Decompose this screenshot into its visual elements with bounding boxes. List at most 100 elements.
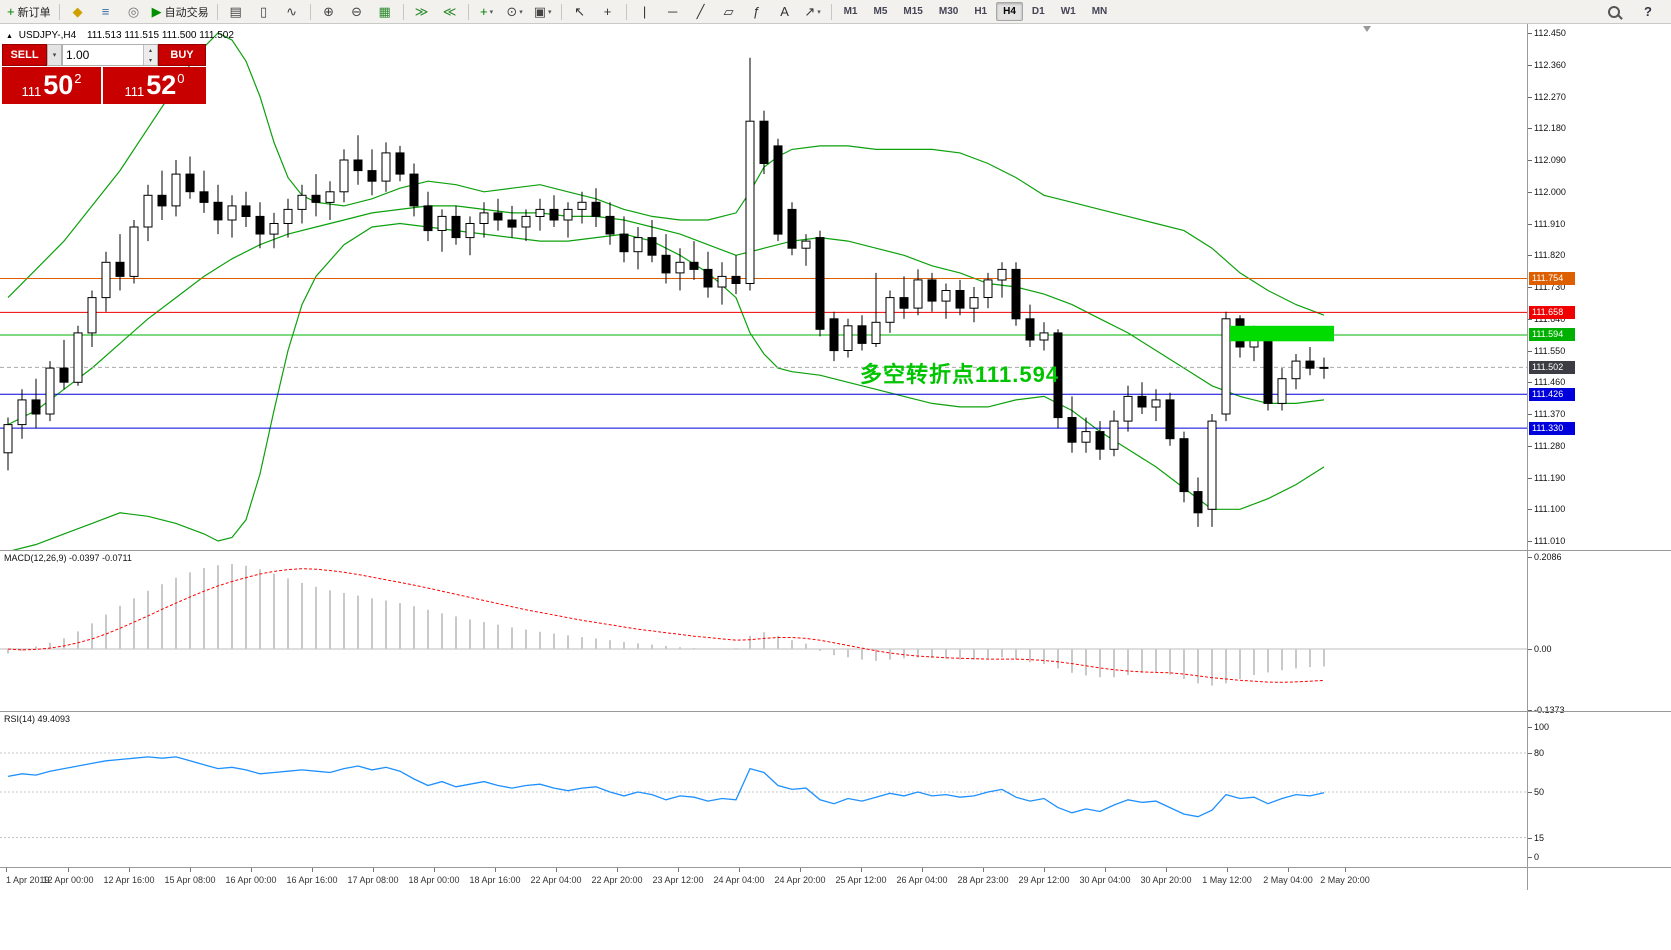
trendline-button[interactable]: ╱ [688, 1, 714, 23]
main-chart-canvas[interactable] [0, 24, 1527, 550]
price-axis[interactable]: 112.450 112.360 112.270 112.180 112.090 112.0… [1527, 24, 1671, 890]
zoom-in-button[interactable]: ⊕ [316, 1, 342, 23]
line-chart-button[interactable]: ∿ [279, 1, 305, 23]
new-order-button[interactable]: + 新订单 [4, 1, 54, 23]
macd-panel-canvas[interactable] [0, 551, 1527, 711]
arrows-button[interactable]: ↗ ▾ [800, 1, 826, 23]
axis-tick [1528, 509, 1532, 511]
zoom-out-icon: ⊖ [351, 4, 363, 19]
toolbar-separator [467, 3, 469, 20]
bollinger-middle-band [7, 205, 1325, 426]
axis-label: 111.010 [1534, 536, 1566, 546]
toolbar-separator [216, 3, 218, 20]
auto-scroll-button[interactable]: ≫ [409, 1, 435, 23]
time-label: 1 May 12:00 [1202, 875, 1252, 885]
chart-shift-button[interactable]: ≪ [437, 1, 463, 23]
toolbar-separator [625, 3, 627, 20]
channel-button[interactable]: ▱ [716, 1, 742, 23]
candlestick-chart-button[interactable]: ▯ [251, 1, 277, 23]
time-label: 15 Apr 08:00 [164, 875, 216, 885]
sell-price-button[interactable]: 111 50 2 [2, 67, 101, 104]
timeframe-m30-button[interactable]: M30 [938, 6, 959, 17]
buy-button[interactable]: BUY [158, 44, 206, 66]
buy-price-button[interactable]: 111 52 0 [103, 67, 206, 104]
turning-point-annotation: 多空转折点111.594 [860, 362, 1060, 387]
timeframe-h4-button[interactable]: H4 [996, 2, 1023, 21]
panel-splitter[interactable] [0, 867, 1671, 868]
axis-tick [1528, 477, 1532, 479]
volume-down-button[interactable]: ▾ [144, 55, 157, 65]
axis-tick [1528, 557, 1532, 558]
fibonacci-button[interactable]: ƒ [744, 1, 770, 23]
time-label: 30 Apr 20:00 [1140, 875, 1192, 885]
market-watch-button[interactable]: ≡ [93, 1, 119, 23]
rsi-panel-canvas[interactable] [0, 712, 1527, 867]
horizontal-line-button[interactable]: ─ [660, 1, 686, 23]
timeframe-h1-button[interactable]: H1 [974, 6, 988, 17]
profiles-button[interactable]: ◆ [65, 1, 91, 23]
time-label: 25 Apr 12:00 [835, 875, 887, 885]
indicators-button[interactable]: + ▾ [474, 1, 500, 23]
buy-price-prefix: 111 [124, 84, 145, 99]
zoom-out-button[interactable]: ⊖ [344, 1, 370, 23]
time-tick [983, 868, 984, 872]
axis-tick [1528, 33, 1532, 34]
timeframe-m5-button[interactable]: M5 [873, 6, 888, 17]
axis-tick [1528, 541, 1532, 542]
panel-splitter[interactable] [0, 550, 1671, 551]
indicators-icon: + [480, 4, 488, 19]
time-label: 23 Apr 12:00 [652, 875, 704, 885]
order-options-dropdown[interactable]: ▾ [47, 44, 62, 66]
axis-label: 112.180 [1534, 123, 1566, 134]
trendline-icon: ╱ [696, 4, 705, 19]
help-button[interactable]: ? [1644, 4, 1652, 19]
navigator-button[interactable]: ◎ [121, 1, 147, 23]
time-tick [1345, 868, 1346, 872]
axis-label: 0.2086 [1534, 552, 1562, 562]
timeframe-m15-button[interactable]: M15 [903, 6, 923, 17]
axis-label: 100 [1534, 722, 1550, 732]
sell-button[interactable]: SELL [2, 44, 47, 66]
search-button[interactable] [1601, 1, 1627, 23]
price-tag-111.658: 111.658 [1529, 305, 1575, 319]
cursor-button[interactable]: ↖ [567, 1, 593, 23]
fibonacci-icon: ƒ [752, 4, 761, 19]
timeframe-m1-button[interactable]: M1 [843, 6, 858, 17]
bar-chart-button[interactable]: ▤ [223, 1, 249, 23]
macd-signal-line [7, 568, 1325, 683]
sell-price-big: 50 [43, 70, 74, 100]
volume-up-button[interactable]: ▴ [144, 45, 157, 55]
axis-label: 111.370 [1534, 409, 1566, 419]
axis-label: 112.090 [1534, 155, 1566, 165]
axis-tick [1528, 727, 1532, 728]
templates-button[interactable]: ▣ ▾ [530, 1, 556, 23]
vertical-line-button[interactable]: | [632, 1, 658, 23]
timeframe-mn-button[interactable]: MN [1091, 6, 1108, 17]
time-tick [617, 868, 618, 872]
one-click-trading-panel: SELL ▾ ▴ ▾ BUY 111 50 2 111 52 0 [2, 44, 206, 104]
axis-tick [1528, 792, 1532, 793]
tile-windows-icon: ▦ [378, 4, 391, 19]
axis-label: 111.190 [1534, 472, 1566, 483]
axis-tick [1528, 709, 1532, 711]
axis-label: 0 [1534, 852, 1540, 862]
time-axis[interactable]: 1 Apr 2019 12 Apr 00:00 12 Apr 16:00 15 Apr… [0, 868, 1671, 890]
axis-tick [1528, 318, 1532, 320]
time-tick [678, 868, 679, 872]
panel-splitter[interactable] [0, 711, 1671, 712]
periods-button[interactable]: ⊙ ▾ [502, 1, 528, 23]
crosshair-button[interactable]: + [595, 1, 621, 23]
axis-tick [1528, 128, 1532, 130]
vertical-line-icon: | [642, 4, 647, 19]
price-tag-111.330: 111.330 [1529, 421, 1575, 435]
time-label: 1 Apr 2019 [6, 875, 50, 885]
volume-input[interactable] [63, 45, 143, 65]
tile-windows-button[interactable]: ▦ [372, 1, 398, 23]
auto-trading-button[interactable]: ▶ 自动交易 [149, 1, 212, 23]
text-button[interactable]: A [772, 1, 798, 23]
axis-label: 80 [1534, 748, 1545, 758]
sell-price-prefix: 111 [21, 84, 42, 99]
timeframe-d1-button[interactable]: D1 [1031, 6, 1045, 17]
timeframe-w1-button[interactable]: W1 [1060, 6, 1076, 17]
